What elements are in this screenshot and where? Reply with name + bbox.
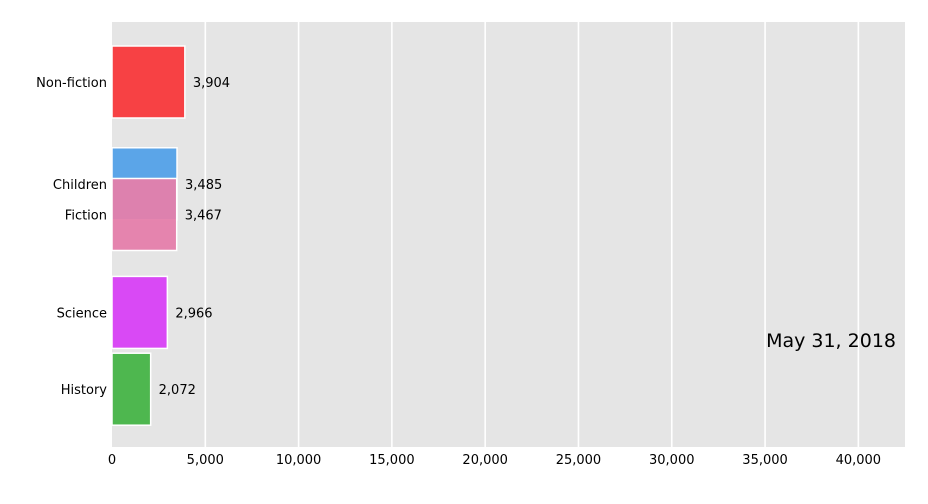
bars	[111, 45, 186, 426]
category-label: Children	[53, 178, 107, 193]
x-tick-label: 25,000	[556, 453, 602, 468]
category-labels: Non-fiction Children Fiction Science History	[36, 76, 107, 398]
data-label: 2,072	[159, 383, 196, 398]
bar	[111, 45, 186, 119]
x-tick-label: 35,000	[742, 453, 788, 468]
x-tick-label: 40,000	[836, 453, 882, 468]
date-label: May 31, 2018	[766, 330, 896, 352]
x-tick-label: 10,000	[276, 453, 322, 468]
gridlines	[204, 22, 860, 447]
plot-area	[112, 22, 905, 447]
bar	[111, 275, 169, 350]
category-label: Non-fiction	[36, 76, 107, 91]
data-label: 2,966	[175, 306, 212, 321]
category-label: Fiction	[65, 208, 107, 223]
x-tick-label: 20,000	[462, 453, 508, 468]
bar	[111, 352, 152, 426]
x-tick-label: 30,000	[649, 453, 695, 468]
x-tick-label: 0	[108, 453, 116, 468]
x-tick-label: 5,000	[187, 453, 224, 468]
data-label: 3,485	[185, 178, 222, 193]
category-label: Science	[57, 306, 107, 321]
data-label: 3,904	[193, 76, 230, 91]
value-labels: 3,904 3,485 3,467 2,966 2,072	[159, 76, 230, 398]
bar	[111, 177, 178, 252]
data-label: 3,467	[185, 208, 222, 223]
x-axis-tick-labels: 0 5,000 10,000 15,000 20,000 25,000 30,000 35,0…	[108, 453, 881, 468]
category-label: History	[61, 383, 108, 398]
x-tick-label: 15,000	[369, 453, 415, 468]
